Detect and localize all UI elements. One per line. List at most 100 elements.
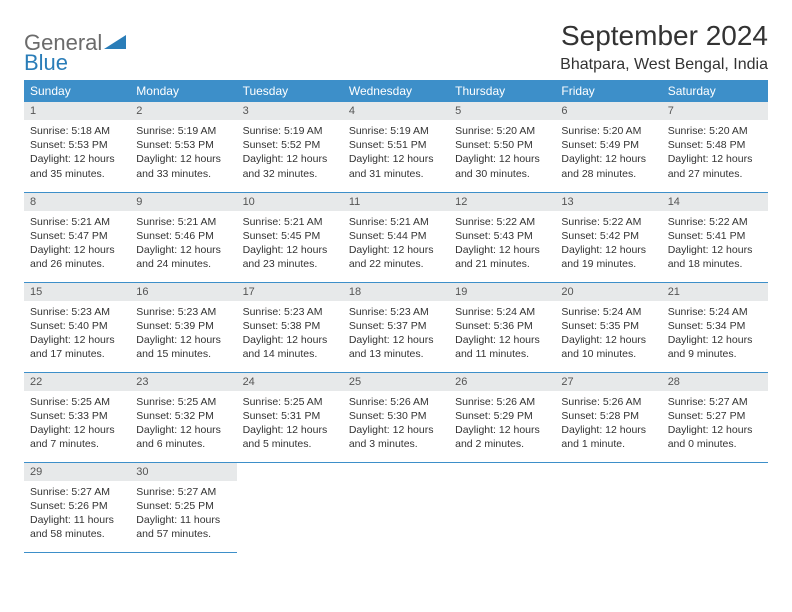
calendar-cell: 18Sunrise: 5:23 AMSunset: 5:37 PMDayligh… <box>343 282 449 372</box>
sunrise-text: Sunrise: 5:21 AM <box>243 215 337 229</box>
day-number: 27 <box>555 373 661 391</box>
sunset-text: Sunset: 5:37 PM <box>349 319 443 333</box>
title-block: September 2024 Bhatpara, West Bengal, In… <box>560 20 768 74</box>
daylight-text: Daylight: 12 hours and 13 minutes. <box>349 333 443 361</box>
daylight-text: Daylight: 12 hours and 14 minutes. <box>243 333 337 361</box>
sunset-text: Sunset: 5:50 PM <box>455 138 549 152</box>
daylight-text: Daylight: 12 hours and 33 minutes. <box>136 152 230 180</box>
sunrise-text: Sunrise: 5:21 AM <box>136 215 230 229</box>
day-details: Sunrise: 5:23 AMSunset: 5:38 PMDaylight:… <box>237 301 343 368</box>
day-details: Sunrise: 5:21 AMSunset: 5:47 PMDaylight:… <box>24 211 130 278</box>
calendar-cell: 1Sunrise: 5:18 AMSunset: 5:53 PMDaylight… <box>24 102 130 192</box>
dow-header: Wednesday <box>343 80 449 102</box>
sunrise-text: Sunrise: 5:20 AM <box>561 124 655 138</box>
sunrise-text: Sunrise: 5:25 AM <box>30 395 124 409</box>
daylight-text: Daylight: 11 hours and 58 minutes. <box>30 513 124 541</box>
calendar-cell <box>555 462 661 552</box>
calendar-cell: 20Sunrise: 5:24 AMSunset: 5:35 PMDayligh… <box>555 282 661 372</box>
calendar-row: 22Sunrise: 5:25 AMSunset: 5:33 PMDayligh… <box>24 372 768 462</box>
day-number: 5 <box>449 102 555 120</box>
daylight-text: Daylight: 12 hours and 30 minutes. <box>455 152 549 180</box>
day-number: 29 <box>24 463 130 481</box>
dow-header: Thursday <box>449 80 555 102</box>
calendar-cell: 29Sunrise: 5:27 AMSunset: 5:26 PMDayligh… <box>24 462 130 552</box>
day-number: 12 <box>449 193 555 211</box>
calendar-page: General September 2024 Bhatpara, West Be… <box>0 0 792 573</box>
calendar-cell: 4Sunrise: 5:19 AMSunset: 5:51 PMDaylight… <box>343 102 449 192</box>
sunset-text: Sunset: 5:30 PM <box>349 409 443 423</box>
calendar-table: Sunday Monday Tuesday Wednesday Thursday… <box>24 80 768 553</box>
sunrise-text: Sunrise: 5:27 AM <box>136 485 230 499</box>
daylight-text: Daylight: 12 hours and 15 minutes. <box>136 333 230 361</box>
calendar-cell: 6Sunrise: 5:20 AMSunset: 5:49 PMDaylight… <box>555 102 661 192</box>
calendar-cell: 13Sunrise: 5:22 AMSunset: 5:42 PMDayligh… <box>555 192 661 282</box>
sunrise-text: Sunrise: 5:22 AM <box>455 215 549 229</box>
day-details: Sunrise: 5:19 AMSunset: 5:52 PMDaylight:… <box>237 120 343 187</box>
calendar-body: 1Sunrise: 5:18 AMSunset: 5:53 PMDaylight… <box>24 102 768 552</box>
day-number: 16 <box>130 283 236 301</box>
logo-blue-wrap: Blue <box>24 50 68 76</box>
day-number: 1 <box>24 102 130 120</box>
sunset-text: Sunset: 5:34 PM <box>668 319 762 333</box>
calendar-cell: 9Sunrise: 5:21 AMSunset: 5:46 PMDaylight… <box>130 192 236 282</box>
sunrise-text: Sunrise: 5:22 AM <box>668 215 762 229</box>
day-number: 6 <box>555 102 661 120</box>
dow-header: Monday <box>130 80 236 102</box>
sunset-text: Sunset: 5:39 PM <box>136 319 230 333</box>
dow-header: Saturday <box>662 80 768 102</box>
calendar-cell: 24Sunrise: 5:25 AMSunset: 5:31 PMDayligh… <box>237 372 343 462</box>
day-number: 28 <box>662 373 768 391</box>
sunrise-text: Sunrise: 5:23 AM <box>349 305 443 319</box>
daylight-text: Daylight: 12 hours and 18 minutes. <box>668 243 762 271</box>
calendar-cell: 30Sunrise: 5:27 AMSunset: 5:25 PMDayligh… <box>130 462 236 552</box>
day-details: Sunrise: 5:27 AMSunset: 5:26 PMDaylight:… <box>24 481 130 548</box>
day-number: 13 <box>555 193 661 211</box>
sunset-text: Sunset: 5:49 PM <box>561 138 655 152</box>
calendar-cell <box>449 462 555 552</box>
daylight-text: Daylight: 12 hours and 27 minutes. <box>668 152 762 180</box>
sunset-text: Sunset: 5:51 PM <box>349 138 443 152</box>
calendar-cell: 28Sunrise: 5:27 AMSunset: 5:27 PMDayligh… <box>662 372 768 462</box>
calendar-row: 29Sunrise: 5:27 AMSunset: 5:26 PMDayligh… <box>24 462 768 552</box>
sunrise-text: Sunrise: 5:24 AM <box>668 305 762 319</box>
day-details: Sunrise: 5:26 AMSunset: 5:28 PMDaylight:… <box>555 391 661 458</box>
day-number: 21 <box>662 283 768 301</box>
day-details: Sunrise: 5:24 AMSunset: 5:36 PMDaylight:… <box>449 301 555 368</box>
day-number: 23 <box>130 373 236 391</box>
sunrise-text: Sunrise: 5:20 AM <box>455 124 549 138</box>
sunset-text: Sunset: 5:25 PM <box>136 499 230 513</box>
day-details: Sunrise: 5:25 AMSunset: 5:33 PMDaylight:… <box>24 391 130 458</box>
calendar-cell: 15Sunrise: 5:23 AMSunset: 5:40 PMDayligh… <box>24 282 130 372</box>
sunrise-text: Sunrise: 5:19 AM <box>349 124 443 138</box>
calendar-cell: 22Sunrise: 5:25 AMSunset: 5:33 PMDayligh… <box>24 372 130 462</box>
day-number: 25 <box>343 373 449 391</box>
sunset-text: Sunset: 5:44 PM <box>349 229 443 243</box>
day-details: Sunrise: 5:27 AMSunset: 5:27 PMDaylight:… <box>662 391 768 458</box>
day-number: 9 <box>130 193 236 211</box>
calendar-row: 15Sunrise: 5:23 AMSunset: 5:40 PMDayligh… <box>24 282 768 372</box>
day-number: 2 <box>130 102 236 120</box>
daylight-text: Daylight: 12 hours and 1 minute. <box>561 423 655 451</box>
sunset-text: Sunset: 5:33 PM <box>30 409 124 423</box>
day-number: 11 <box>343 193 449 211</box>
sunset-text: Sunset: 5:45 PM <box>243 229 337 243</box>
daylight-text: Daylight: 12 hours and 11 minutes. <box>455 333 549 361</box>
calendar-cell: 11Sunrise: 5:21 AMSunset: 5:44 PMDayligh… <box>343 192 449 282</box>
daylight-text: Daylight: 12 hours and 32 minutes. <box>243 152 337 180</box>
sunset-text: Sunset: 5:36 PM <box>455 319 549 333</box>
sunset-text: Sunset: 5:42 PM <box>561 229 655 243</box>
day-number: 10 <box>237 193 343 211</box>
day-details: Sunrise: 5:21 AMSunset: 5:44 PMDaylight:… <box>343 211 449 278</box>
calendar-cell: 12Sunrise: 5:22 AMSunset: 5:43 PMDayligh… <box>449 192 555 282</box>
day-details: Sunrise: 5:27 AMSunset: 5:25 PMDaylight:… <box>130 481 236 548</box>
calendar-cell: 26Sunrise: 5:26 AMSunset: 5:29 PMDayligh… <box>449 372 555 462</box>
sunset-text: Sunset: 5:52 PM <box>243 138 337 152</box>
calendar-cell: 2Sunrise: 5:19 AMSunset: 5:53 PMDaylight… <box>130 102 236 192</box>
sunset-text: Sunset: 5:46 PM <box>136 229 230 243</box>
daylight-text: Daylight: 12 hours and 17 minutes. <box>30 333 124 361</box>
day-number: 24 <box>237 373 343 391</box>
calendar-cell: 14Sunrise: 5:22 AMSunset: 5:41 PMDayligh… <box>662 192 768 282</box>
sunrise-text: Sunrise: 5:24 AM <box>455 305 549 319</box>
day-number: 4 <box>343 102 449 120</box>
day-number: 14 <box>662 193 768 211</box>
